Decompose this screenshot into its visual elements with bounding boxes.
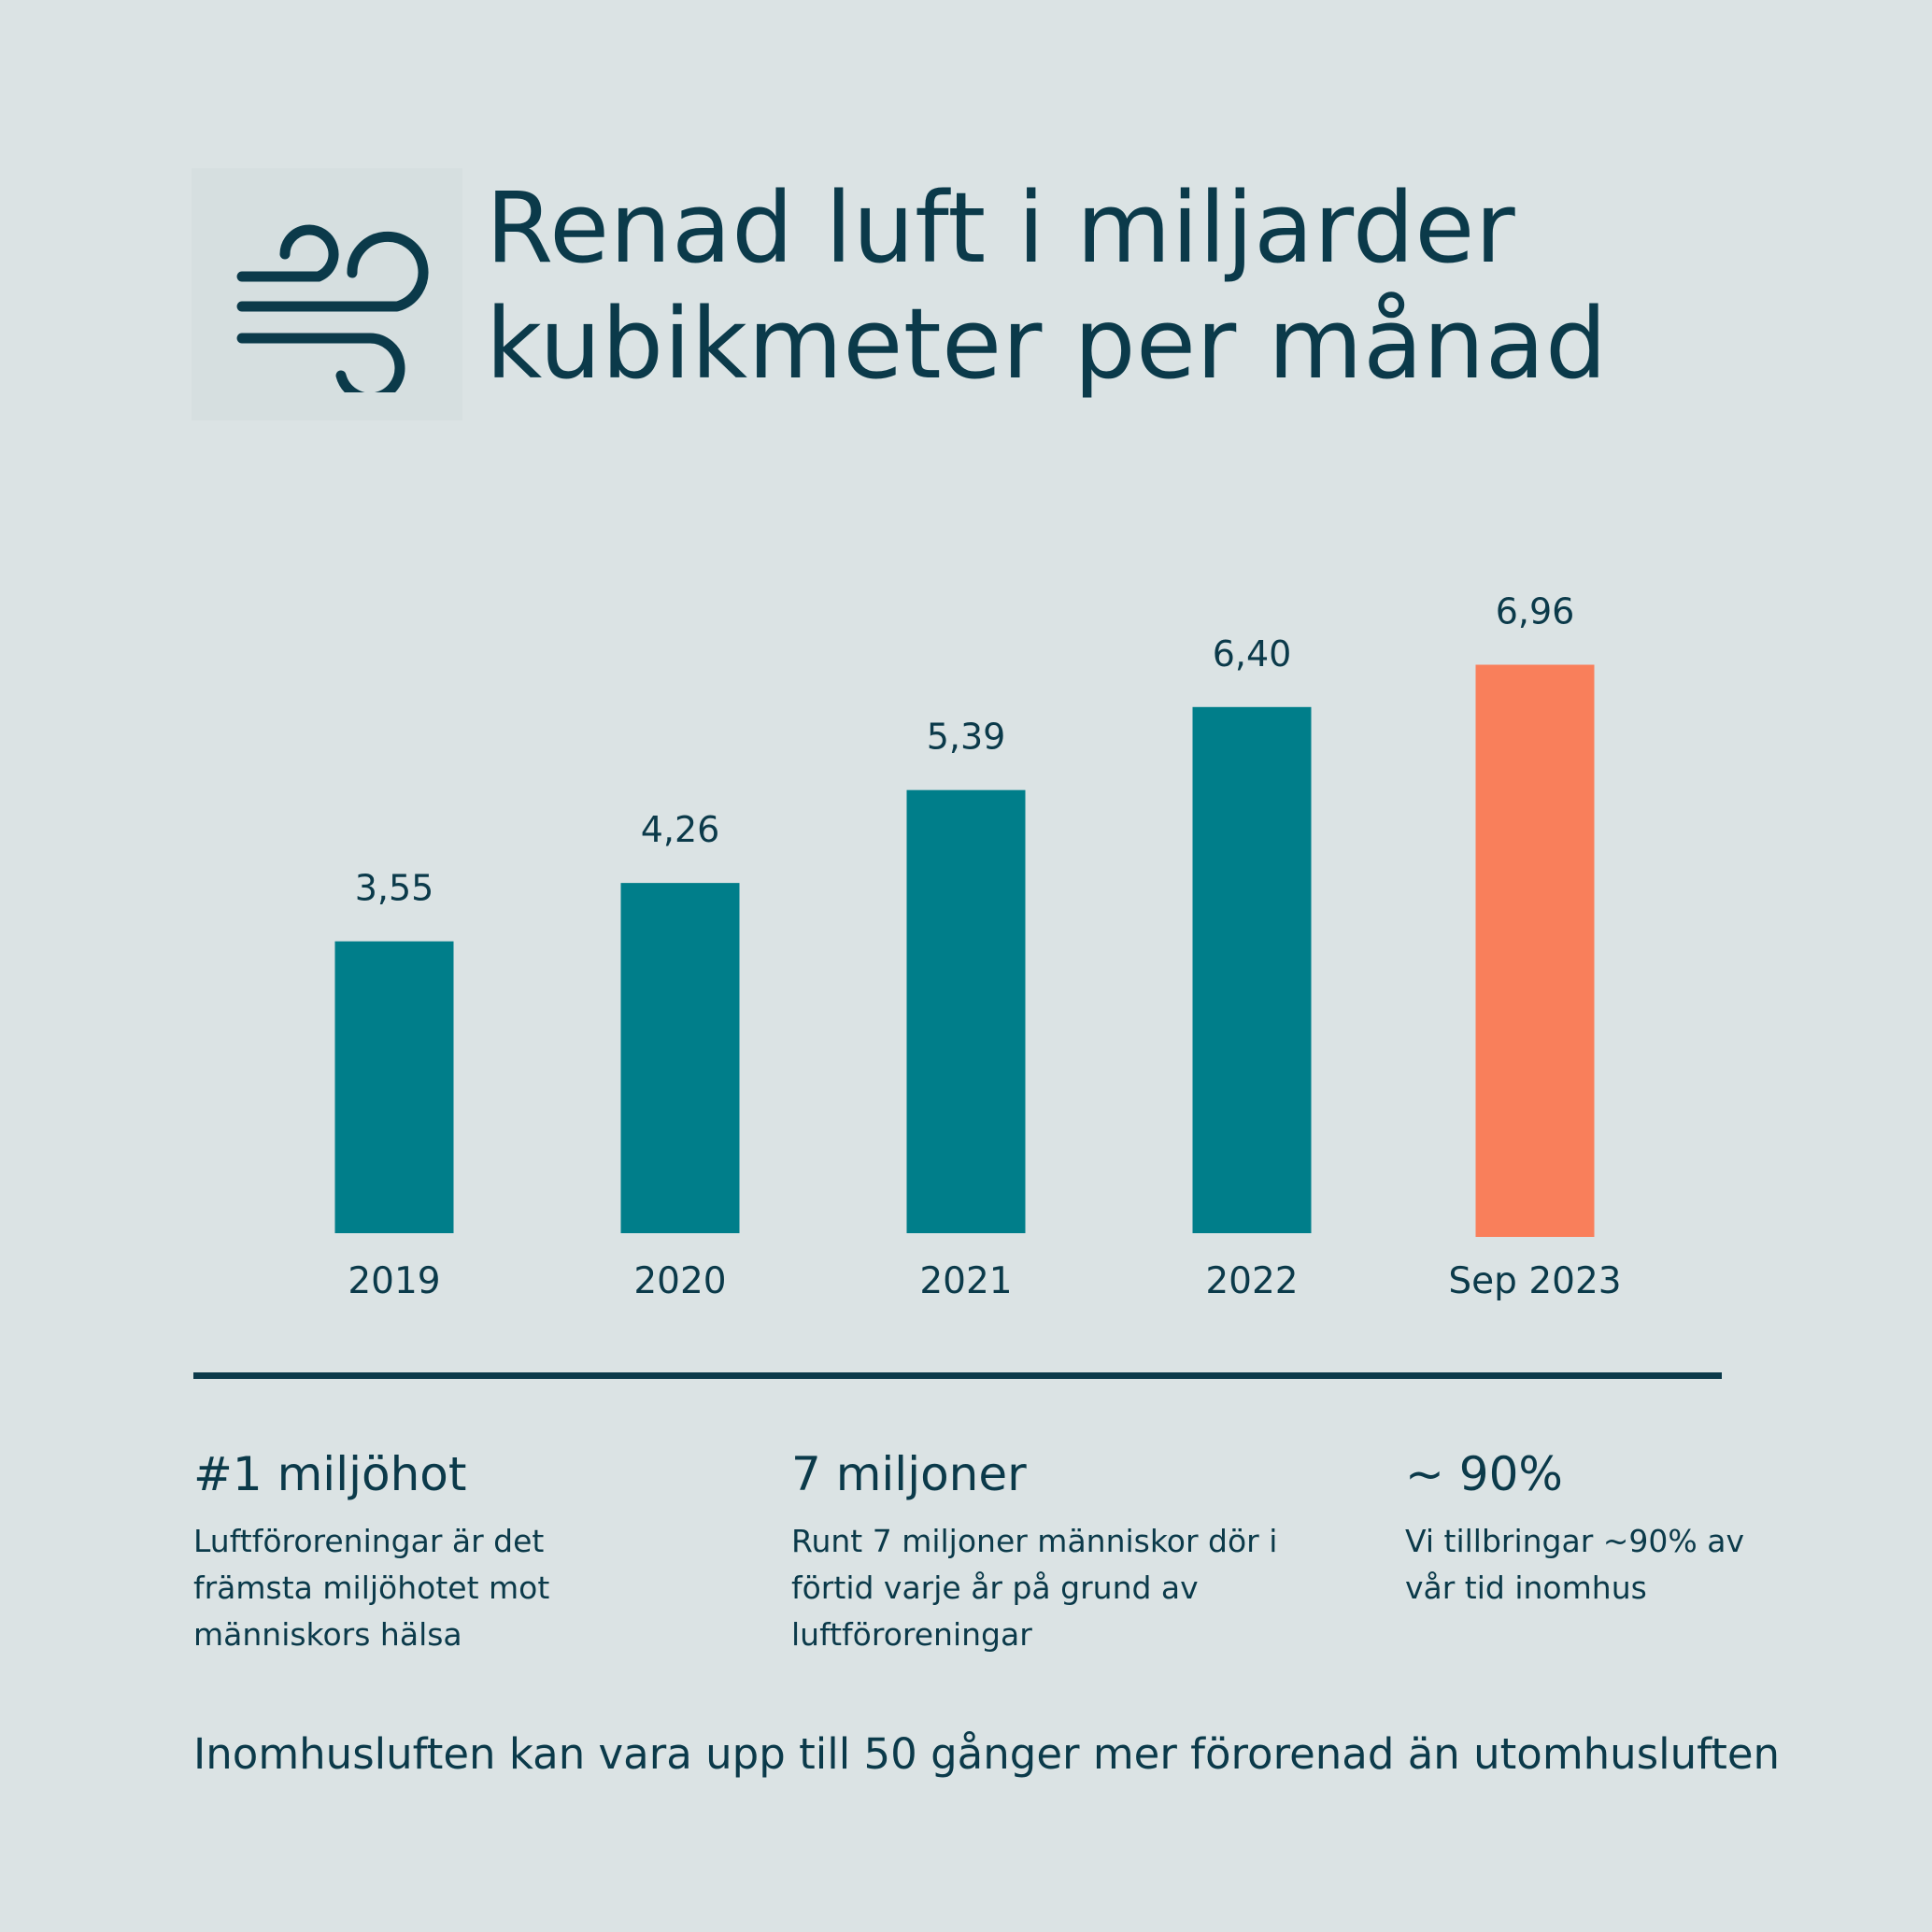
stat-line: främsta miljöhotet mot (193, 1570, 550, 1606)
page-title: Renad luft i miljarder kubikmeter per må… (486, 170, 1607, 402)
stat-description: Vi tillbringar ~90% av vår tid inomhus (1405, 1518, 1891, 1612)
bar-2022 (1192, 706, 1312, 1233)
stat-headline: #1 miljöhot (193, 1447, 467, 1501)
stat-line: luftföroreningar (791, 1616, 1032, 1653)
divider (193, 1372, 1722, 1379)
stat-block-1: #1 miljöhot Luftföroreningar är det främ… (193, 1443, 754, 1658)
stat-block-2: 7 miljoner Runt 7 miljoner människor dör… (791, 1443, 1371, 1658)
bar-2021 (906, 789, 1026, 1233)
x-tick-label: 2021 (919, 1260, 1012, 1302)
title-line-1: Renad luft i miljarder (486, 171, 1516, 285)
title-line-2: kubikmeter per månad (486, 287, 1608, 401)
stat-block-3: ~ 90% Vi tillbringar ~90% av vår tid ino… (1405, 1443, 1891, 1612)
data-label: 4,26 (641, 809, 720, 850)
data-label: 3,55 (355, 868, 434, 909)
data-label: 5,39 (927, 717, 1006, 758)
stat-line: Runt 7 miljoner människor dör i (791, 1523, 1278, 1559)
header: Renad luft i miljarder kubikmeter per må… (192, 159, 1873, 430)
stat-line: förtid varje år på grund av (791, 1570, 1199, 1606)
bar-chart: 3,55 2019 4,26 2020 5,39 2021 6,40 2022 6,96 Sep … (334, 591, 1622, 1302)
x-tick-label: 2022 (1205, 1260, 1298, 1302)
stat-line: Vi tillbringar ~90% av (1405, 1523, 1745, 1559)
stat-headline: 7 miljoner (791, 1447, 1027, 1501)
wind-icon (236, 224, 429, 392)
footnote: Inomhusluften kan vara upp till 50 gånge… (193, 1729, 1781, 1779)
bar-sep-2023 (1475, 664, 1595, 1237)
stat-description: Luftföroreningar är det främsta miljöhot… (193, 1518, 754, 1658)
bar-2020 (620, 883, 740, 1233)
stat-line: människors hälsa (193, 1616, 462, 1653)
data-label: 6,40 (1213, 633, 1292, 675)
stat-description: Runt 7 miljoner människor dör i förtid v… (791, 1518, 1371, 1658)
bar-2019 (334, 941, 454, 1233)
x-tick-label: 2020 (633, 1260, 726, 1302)
stat-line: vår tid inomhus (1405, 1570, 1647, 1606)
x-tick-label: Sep 2023 (1448, 1260, 1621, 1302)
stat-headline: ~ 90% (1405, 1447, 1563, 1501)
wind-icon-box (192, 168, 462, 420)
x-tick-label: 2019 (348, 1260, 440, 1302)
stat-line: Luftföroreningar är det (193, 1523, 545, 1559)
data-label: 6,96 (1496, 591, 1575, 632)
